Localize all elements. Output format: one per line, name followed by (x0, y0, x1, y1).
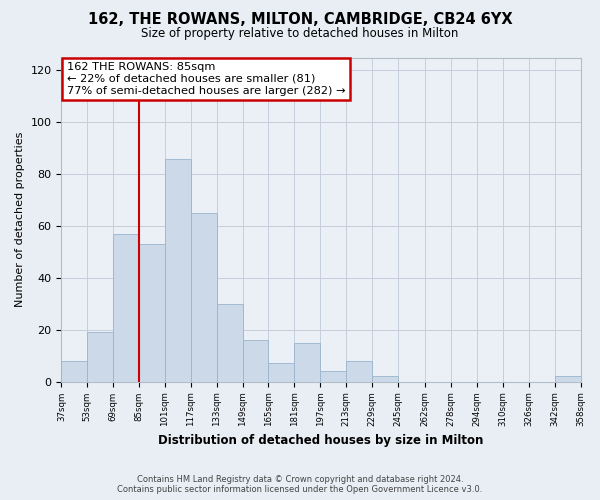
Bar (191, 213, 217, 382)
Bar (554, 376, 581, 382)
Bar (372, 376, 398, 382)
Bar (268, 364, 294, 382)
Bar (217, 304, 242, 382)
Bar (61, 361, 87, 382)
Y-axis label: Number of detached properties: Number of detached properties (15, 132, 25, 307)
Bar (87, 332, 113, 382)
Bar (113, 234, 139, 382)
Bar (165, 158, 191, 382)
Bar (139, 244, 165, 382)
Text: Size of property relative to detached houses in Milton: Size of property relative to detached ho… (142, 28, 458, 40)
Bar (320, 371, 346, 382)
Text: Contains HM Land Registry data © Crown copyright and database right 2024.
Contai: Contains HM Land Registry data © Crown c… (118, 474, 482, 494)
Text: 162, THE ROWANS, MILTON, CAMBRIDGE, CB24 6YX: 162, THE ROWANS, MILTON, CAMBRIDGE, CB24… (88, 12, 512, 28)
X-axis label: Distribution of detached houses by size in Milton: Distribution of detached houses by size … (158, 434, 484, 448)
Text: 162 THE ROWANS: 85sqm
← 22% of detached houses are smaller (81)
77% of semi-deta: 162 THE ROWANS: 85sqm ← 22% of detached … (67, 62, 345, 96)
Bar (346, 361, 372, 382)
Bar (294, 342, 320, 382)
Bar (242, 340, 268, 382)
